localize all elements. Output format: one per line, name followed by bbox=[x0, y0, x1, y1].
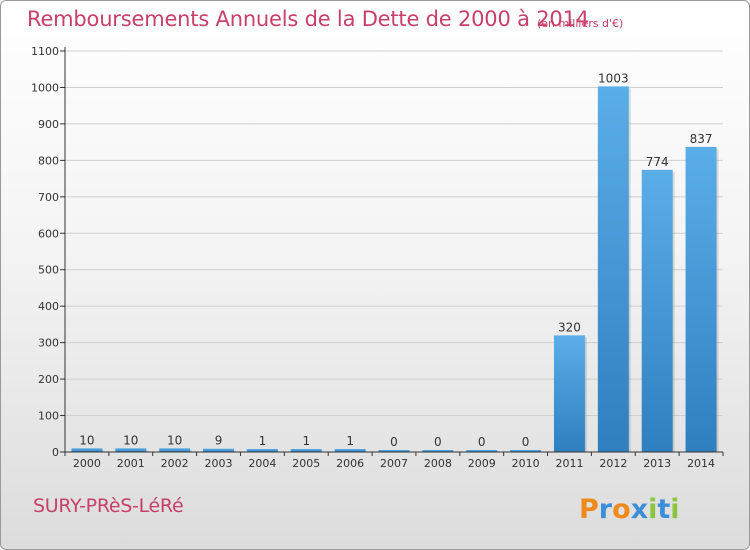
x-tick-label: 2007 bbox=[380, 457, 408, 470]
data-label: 837 bbox=[690, 132, 713, 146]
data-label: 0 bbox=[434, 435, 442, 449]
bar bbox=[334, 449, 366, 452]
x-tick-label: 2001 bbox=[117, 457, 145, 470]
y-tick-label: 400 bbox=[38, 300, 59, 313]
data-label: 320 bbox=[558, 320, 581, 334]
y-tick-label: 900 bbox=[38, 118, 59, 131]
x-tick-label: 2009 bbox=[468, 457, 496, 470]
chart-unit: (en milliers d'€) bbox=[537, 17, 624, 30]
x-tick-label: 2004 bbox=[248, 457, 276, 470]
bar bbox=[466, 450, 498, 452]
data-label: 9 bbox=[215, 434, 223, 448]
y-tick-label: 100 bbox=[38, 410, 59, 423]
bar bbox=[203, 448, 235, 452]
x-tick-label: 2005 bbox=[292, 457, 320, 470]
y-tick-label: 300 bbox=[38, 337, 59, 350]
x-tick-label: 2011 bbox=[555, 457, 583, 470]
y-tick-label: 800 bbox=[38, 154, 59, 167]
bar bbox=[422, 450, 454, 452]
x-tick-label: 2014 bbox=[687, 457, 715, 470]
chart-title: Remboursements Annuels de la Dette de 20… bbox=[27, 7, 589, 31]
bars bbox=[71, 86, 719, 453]
data-label: 0 bbox=[522, 435, 530, 449]
y-tick-label: 1000 bbox=[31, 81, 59, 94]
x-tick-label: 2013 bbox=[643, 457, 671, 470]
y-tick-label: 1100 bbox=[31, 45, 59, 58]
x-tick-label: 2002 bbox=[161, 457, 189, 470]
y-tick-label: 600 bbox=[38, 227, 59, 240]
y-tick-label: 500 bbox=[38, 264, 59, 277]
axes: 0100200300400500600700800900100011002000… bbox=[31, 45, 724, 470]
bar bbox=[510, 450, 542, 452]
x-tick-label: 2000 bbox=[73, 457, 101, 470]
data-label: 10 bbox=[167, 433, 182, 447]
data-label: 774 bbox=[646, 155, 669, 169]
x-tick-label: 2006 bbox=[336, 457, 364, 470]
bar bbox=[553, 335, 585, 452]
svg-text:Proxiti: Proxiti bbox=[579, 494, 680, 525]
y-tick-label: 200 bbox=[38, 373, 59, 386]
x-tick-label: 2003 bbox=[205, 457, 233, 470]
x-tick-label: 2010 bbox=[512, 457, 540, 470]
bar bbox=[159, 448, 191, 452]
data-label: 10 bbox=[123, 433, 138, 447]
data-label: 1 bbox=[259, 434, 267, 448]
data-label: 1 bbox=[302, 434, 310, 448]
data-label: 0 bbox=[390, 435, 398, 449]
data-label: 10 bbox=[79, 433, 94, 447]
bar bbox=[685, 146, 717, 452]
data-label: 1003 bbox=[598, 71, 629, 85]
data-label: 1 bbox=[346, 434, 354, 448]
bar bbox=[71, 448, 103, 452]
x-tick-label: 2012 bbox=[599, 457, 627, 470]
bar bbox=[115, 448, 147, 452]
bar bbox=[290, 449, 322, 452]
bar bbox=[246, 449, 278, 452]
data-label: 0 bbox=[478, 435, 486, 449]
bar bbox=[641, 169, 673, 453]
commune-name: SURY-PRèS-LéRé bbox=[33, 495, 184, 517]
proxiti-logo: Proxiti bbox=[579, 494, 680, 525]
y-tick-label: 0 bbox=[52, 446, 59, 459]
bar bbox=[597, 86, 629, 453]
bar bbox=[378, 450, 410, 452]
x-tick-label: 2008 bbox=[424, 457, 452, 470]
y-tick-label: 700 bbox=[38, 191, 59, 204]
